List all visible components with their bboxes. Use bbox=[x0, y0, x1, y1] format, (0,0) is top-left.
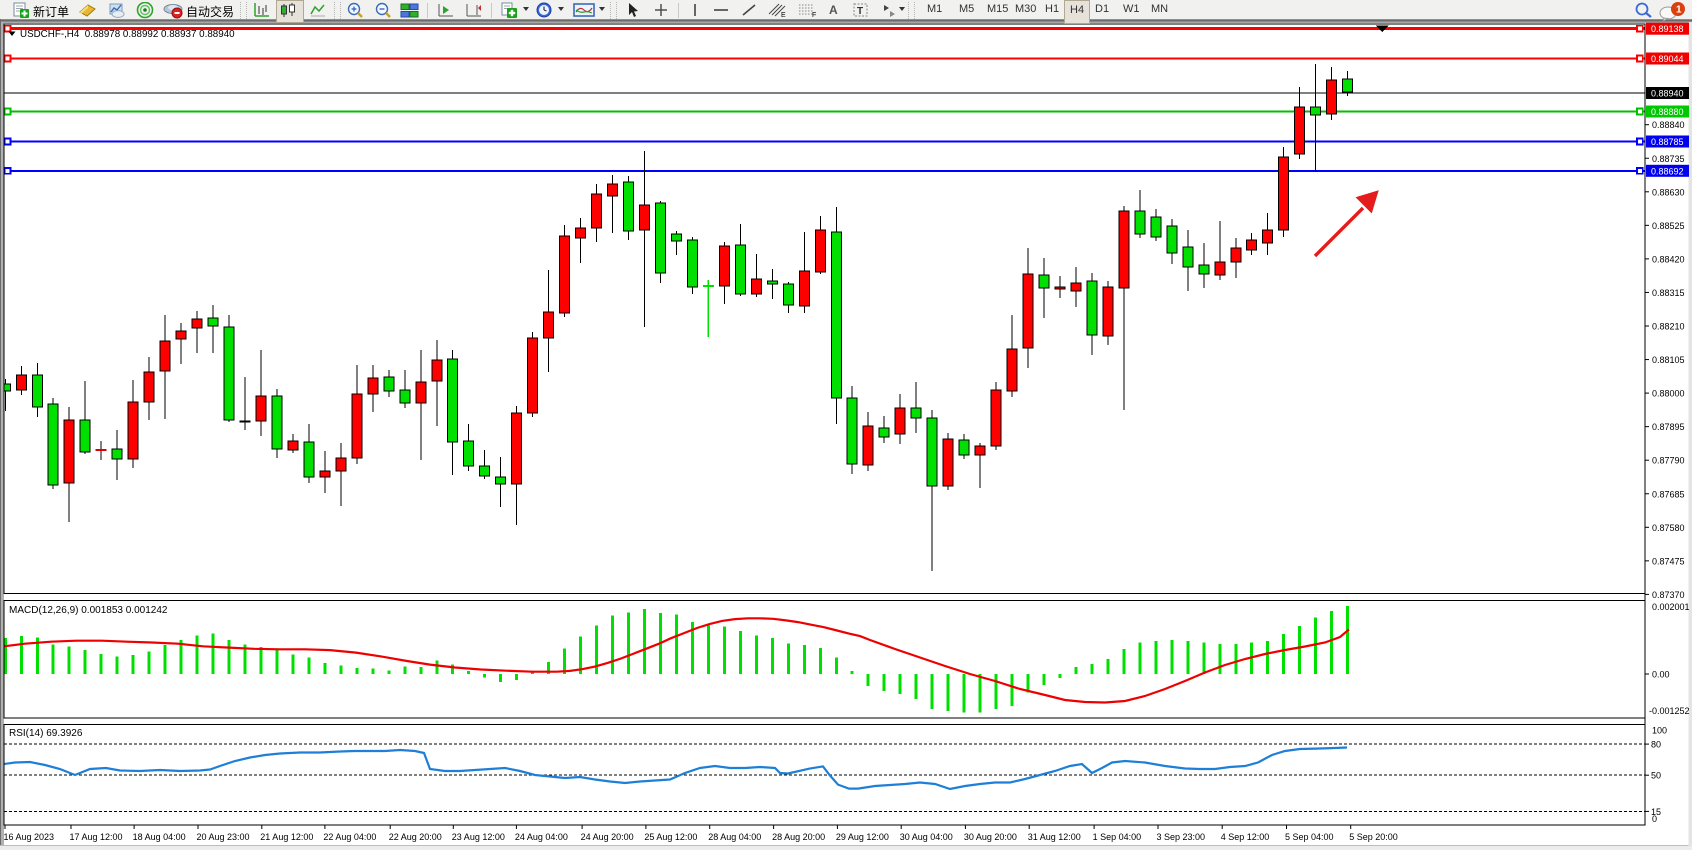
svg-text:0.88420: 0.88420 bbox=[1652, 254, 1685, 264]
svg-text:0.88735: 0.88735 bbox=[1652, 154, 1685, 164]
svg-text:0.87370: 0.87370 bbox=[1652, 590, 1685, 600]
svg-text:29 Aug 12:00: 29 Aug 12:00 bbox=[836, 832, 889, 842]
svg-text:0.002001: 0.002001 bbox=[1652, 602, 1690, 612]
svg-text:0.88840: 0.88840 bbox=[1652, 120, 1685, 130]
svg-text:23 Aug 12:00: 23 Aug 12:00 bbox=[452, 832, 505, 842]
svg-text:0.88940: 0.88940 bbox=[1651, 89, 1684, 99]
svg-text:28 Aug 04:00: 28 Aug 04:00 bbox=[708, 832, 761, 842]
svg-text:4 Sep 12:00: 4 Sep 12:00 bbox=[1221, 832, 1270, 842]
svg-text:24 Aug 20:00: 24 Aug 20:00 bbox=[581, 832, 634, 842]
svg-text:USDCHF-,H4 0.88978 0.88992 0.: USDCHF-,H4 0.88978 0.88992 0.88937 0.889… bbox=[20, 29, 235, 40]
svg-text:0.88525: 0.88525 bbox=[1652, 221, 1685, 231]
svg-text:0.89044: 0.89044 bbox=[1651, 54, 1684, 64]
svg-text:-0.001252: -0.001252 bbox=[1649, 706, 1690, 716]
svg-text:F: F bbox=[812, 12, 816, 19]
svg-text:30 Aug 04:00: 30 Aug 04:00 bbox=[900, 832, 953, 842]
svg-text:1: 1 bbox=[1676, 5, 1682, 16]
svg-text:0.00: 0.00 bbox=[1652, 670, 1670, 680]
svg-text:3 Sep 23:00: 3 Sep 23:00 bbox=[1157, 832, 1206, 842]
svg-text:0: 0 bbox=[1652, 814, 1657, 824]
svg-text:0.88210: 0.88210 bbox=[1652, 322, 1685, 332]
svg-text:50: 50 bbox=[1651, 771, 1661, 781]
svg-text:0.88692: 0.88692 bbox=[1651, 166, 1684, 176]
svg-text:0.88785: 0.88785 bbox=[1651, 137, 1684, 147]
svg-text:5 Sep 04:00: 5 Sep 04:00 bbox=[1285, 832, 1334, 842]
svg-text:22 Aug 04:00: 22 Aug 04:00 bbox=[323, 832, 376, 842]
svg-text:21 Aug 12:00: 21 Aug 12:00 bbox=[260, 832, 313, 842]
svg-text:0.88000: 0.88000 bbox=[1652, 389, 1685, 399]
svg-text:T: T bbox=[857, 6, 863, 17]
svg-text:18 Aug 04:00: 18 Aug 04:00 bbox=[133, 832, 186, 842]
svg-text:28 Aug 20:00: 28 Aug 20:00 bbox=[772, 832, 825, 842]
svg-text:0.87580: 0.87580 bbox=[1652, 523, 1685, 533]
svg-text:0.87895: 0.87895 bbox=[1652, 422, 1685, 432]
svg-text:25 Aug 12:00: 25 Aug 12:00 bbox=[644, 832, 697, 842]
svg-text:16 Aug 2023: 16 Aug 2023 bbox=[4, 832, 55, 842]
svg-text:0.88630: 0.88630 bbox=[1652, 187, 1685, 197]
svg-text:MACD(12,26,9) 0.001853 0.00124: MACD(12,26,9) 0.001853 0.001242 bbox=[9, 605, 168, 616]
svg-text:1 Sep 04:00: 1 Sep 04:00 bbox=[1093, 832, 1142, 842]
svg-text:0.89138: 0.89138 bbox=[1651, 24, 1684, 34]
svg-text:0.87475: 0.87475 bbox=[1652, 556, 1685, 566]
svg-text:24 Aug 04:00: 24 Aug 04:00 bbox=[515, 832, 568, 842]
svg-text:0.88880: 0.88880 bbox=[1651, 107, 1684, 117]
svg-text:0.88315: 0.88315 bbox=[1652, 288, 1685, 298]
svg-text:30 Aug 20:00: 30 Aug 20:00 bbox=[964, 832, 1017, 842]
svg-text:0.88105: 0.88105 bbox=[1652, 355, 1685, 365]
svg-text:20 Aug 23:00: 20 Aug 23:00 bbox=[197, 832, 250, 842]
svg-text:5 Sep 20:00: 5 Sep 20:00 bbox=[1349, 832, 1398, 842]
svg-text:0.87790: 0.87790 bbox=[1652, 456, 1685, 466]
svg-text:17 Aug 12:00: 17 Aug 12:00 bbox=[70, 832, 123, 842]
svg-text:31 Aug 12:00: 31 Aug 12:00 bbox=[1028, 832, 1081, 842]
svg-text:80: 80 bbox=[1651, 740, 1661, 750]
svg-text:E: E bbox=[781, 12, 786, 19]
svg-text:100: 100 bbox=[1652, 726, 1667, 736]
svg-text:RSI(14) 69.3926: RSI(14) 69.3926 bbox=[9, 728, 83, 739]
svg-text:0.87685: 0.87685 bbox=[1652, 489, 1685, 499]
svg-text:22 Aug 20:00: 22 Aug 20:00 bbox=[389, 832, 442, 842]
